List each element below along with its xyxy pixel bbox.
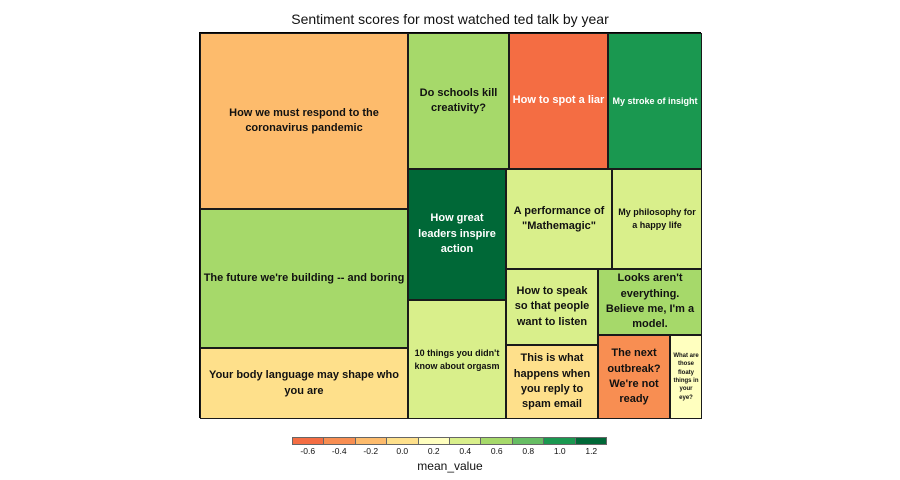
treemap-tile: Your body language may shape who you are [200,348,408,419]
legend-tick-label: 0.0 [396,446,409,456]
treemap-tile: My stroke of insight [608,33,702,169]
legend-swatch [355,438,388,444]
legend-tick-label: 0.4 [459,446,472,456]
tile-label: The future we're building -- and boring [203,271,405,284]
tile-label: How great leaders inspire action [418,212,496,256]
legend-title: mean_value [417,459,483,473]
treemap: How we must respond to the coronavirus p… [199,32,702,419]
legend-swatch [450,438,482,444]
tile-label: This is what happens when you reply to s… [513,352,591,411]
legend-swatch [324,438,356,444]
legend-tick-label: 0.8 [522,446,535,456]
tile-label: How to spot a liar [512,94,605,107]
legend-swatch [575,438,607,444]
legend-swatch [512,438,545,444]
tile-label: 10 things you didn't know about orgasm [414,347,500,371]
legend-swatch [387,438,419,444]
chart-title: Sentiment scores for most watched ted ta… [291,11,609,27]
tile-label: How we must respond to the coronavirus p… [229,106,379,134]
legend-tick-label: 1.0 [553,446,566,456]
tile-label: My stroke of insight [612,95,698,106]
treemap-tile: Do schools kill creativity? [408,33,509,169]
legend-tick-label: -0.2 [363,446,379,456]
treemap-tile: What are those floaty things in your eye… [670,335,702,419]
legend-tick-label: -0.6 [300,446,316,456]
legend-swatch [544,438,576,444]
treemap-tile: A performance of "Mathemagic" [506,169,612,269]
tile-label: How to speak so that people want to list… [514,284,590,328]
tile-label: The next outbreak? We're not ready [607,347,661,406]
treemap-tile: How great leaders inspire action [408,169,506,300]
tile-label: Looks aren't everything. Believe me, I'm… [605,272,695,331]
tile-label: A performance of "Mathemagic" [513,204,605,232]
treemap-tile: How to speak so that people want to list… [506,269,598,345]
legend-tick-label: 1.2 [585,446,598,456]
tile-label: What are those floaty things in your eye… [673,352,699,401]
treemap-tile: How we must respond to the coronavirus p… [200,33,408,209]
tile-label: Your body language may shape who you are [209,369,399,397]
treemap-tile: The next outbreak? We're not ready [598,335,670,419]
legend-tick-label: 0.6 [490,446,503,456]
legend-swatch [481,438,513,444]
treemap-tile: This is what happens when you reply to s… [506,345,598,419]
tile-label: My philosophy for a happy life [618,207,696,230]
treemap-tile: The future we're building -- and boring [200,209,408,348]
tile-label: Do schools kill creativity? [419,86,498,114]
color-legend: -0.6 -0.4 -0.2 0.0 0.2 0.4 0.6 0.8 1.0 1.2 mean_v… [292,437,608,477]
treemap-tile: My philosophy for a happy life [612,169,702,269]
legend-swatch [293,438,325,444]
treemap-tile: How to spot a liar [509,33,608,169]
legend-tick-label: 0.2 [427,446,440,456]
treemap-tile: Looks aren't everything. Believe me, I'm… [598,269,702,335]
legend-tick-label: -0.4 [331,446,347,456]
legend-colorbar [292,437,607,445]
treemap-tile: 10 things you didn't know about orgasm [408,300,506,419]
legend-swatch [418,438,451,444]
